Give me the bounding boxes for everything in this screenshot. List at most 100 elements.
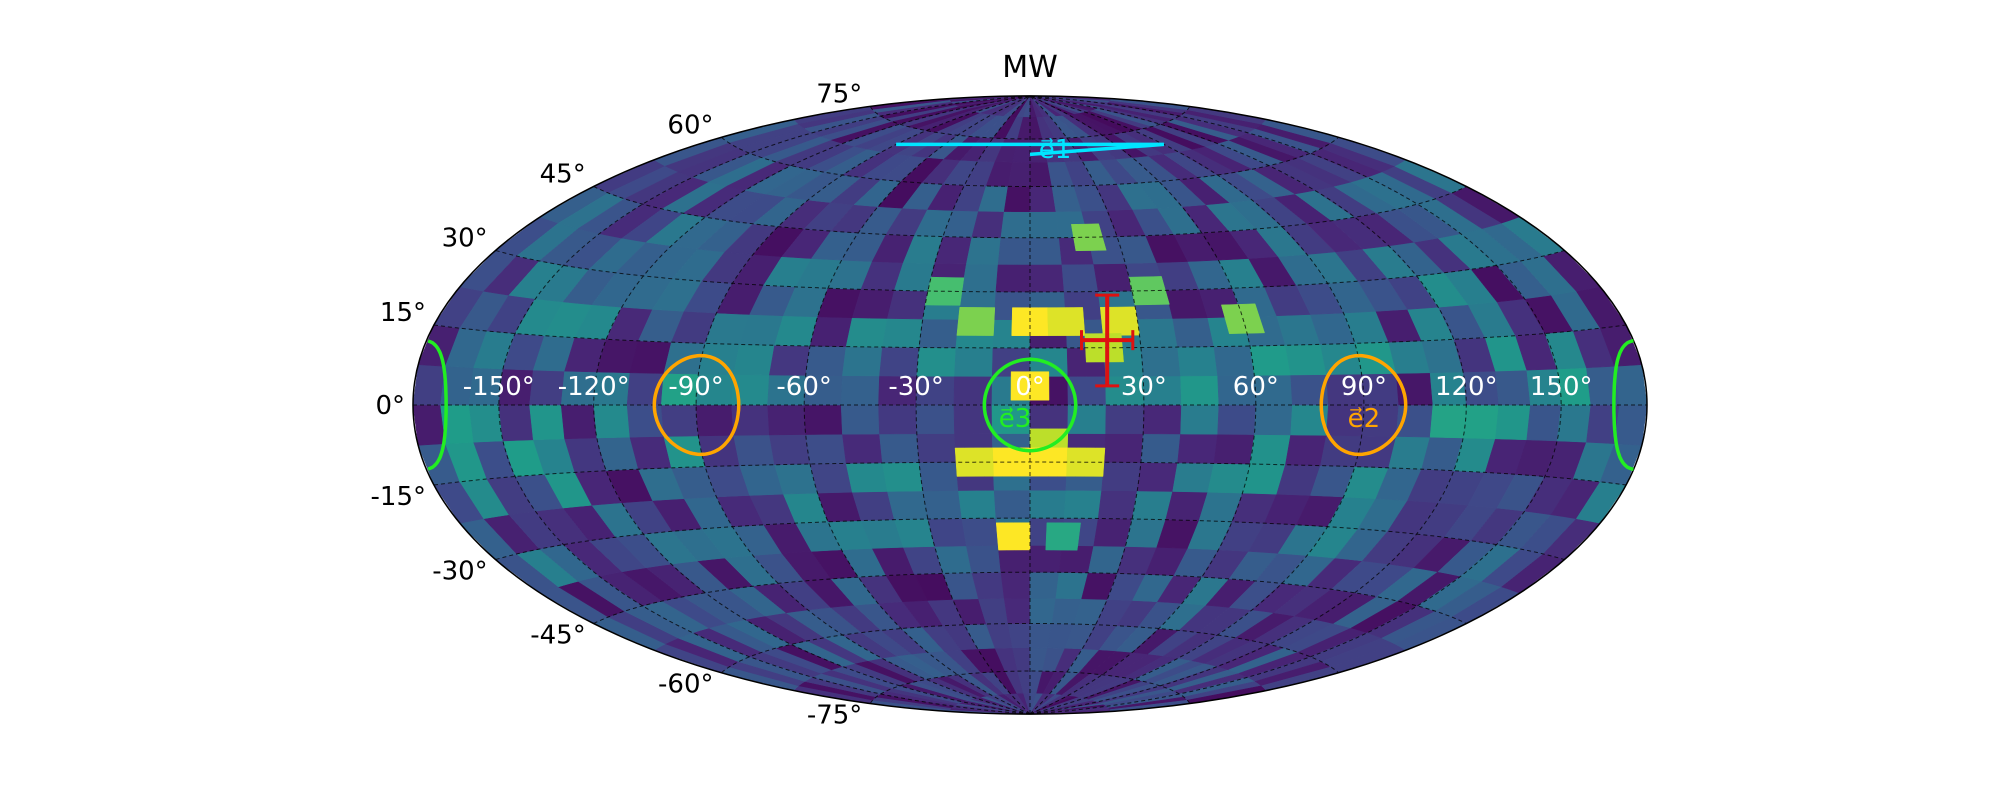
direction-circle	[427, 339, 1634, 471]
meridian-line	[915, 95, 1031, 715]
heatmap-cell	[1140, 433, 1181, 464]
heatmap-cell	[954, 347, 994, 377]
graticule	[413, 95, 1647, 715]
lat-tick-label: 60°	[667, 110, 713, 140]
heatmap-cell	[918, 318, 959, 348]
lat-tick-label: 30°	[442, 224, 488, 254]
heatmap-cell	[966, 236, 1002, 265]
heatmap-cell	[845, 317, 888, 348]
parallel-line	[869, 106, 1191, 140]
parallel-line	[721, 137, 1339, 187]
heatmap-cell	[1003, 186, 1031, 212]
heatmap-cell-bright	[995, 522, 1031, 551]
heatmap-cell	[842, 433, 883, 464]
heatmap-cell	[412, 404, 446, 446]
parallel-line	[593, 571, 1467, 624]
heatmap-cell	[660, 404, 699, 437]
heatmap-cell	[1495, 369, 1531, 406]
heatmap-cell	[1029, 490, 1067, 519]
vector-label: e⃗1	[1039, 135, 1072, 165]
heatmap-cell-bright	[1047, 307, 1086, 336]
heatmap-cell	[961, 517, 999, 547]
heatmap-cell	[922, 490, 963, 520]
heatmap-cell	[997, 237, 1031, 265]
lat-tick-label: -75°	[807, 700, 862, 730]
heatmap-cell	[1429, 404, 1467, 439]
heatmap-cell	[1249, 434, 1291, 466]
parallel-line	[593, 186, 1467, 239]
heatmap-cell	[918, 462, 959, 492]
heatmap-cell	[805, 434, 847, 465]
heatmap-cell-bright	[1128, 276, 1170, 306]
heatmap-cell	[767, 404, 806, 436]
heatmap-cell	[915, 404, 955, 435]
heatmap-cell	[1172, 317, 1215, 348]
heatmap-cell	[1180, 404, 1220, 435]
heatmap-cell	[1029, 571, 1060, 599]
vector-label: e⃗2	[1348, 404, 1381, 434]
heatmap-cell	[840, 375, 880, 406]
heatmap-cell-bright	[1045, 522, 1081, 551]
heatmap-cell	[1213, 434, 1255, 465]
meridian-line	[803, 95, 1031, 715]
heatmap-cell	[961, 263, 999, 293]
heatmap-cell	[695, 404, 734, 437]
heatmap-cell	[887, 490, 929, 520]
heatmap-cell	[1614, 404, 1648, 446]
heatmap-cell	[882, 462, 924, 492]
lon-tick-label: -150°	[463, 372, 535, 402]
heatmap-cell	[1061, 263, 1099, 293]
heatmap-cell	[1103, 433, 1144, 463]
heatmap-cell-bright	[956, 307, 996, 336]
lat-tick-label: 45°	[540, 160, 586, 190]
lon-tick-label: -30°	[888, 372, 943, 402]
parallel-line	[433, 461, 1627, 486]
meridian-line	[593, 95, 1031, 715]
parallel-line	[433, 324, 1627, 349]
lat-tick-label: -30°	[432, 557, 487, 587]
heatmap-cell	[1526, 404, 1562, 442]
direction-circle	[896, 142, 1165, 157]
heatmap-cell	[1495, 404, 1531, 441]
heatmap-cell	[529, 404, 565, 441]
heatmap-cell	[1029, 598, 1057, 624]
lat-tick-label: -45°	[530, 620, 585, 650]
heatmap-cell	[1254, 404, 1293, 436]
meridian-line	[1029, 95, 1562, 715]
heatmap-cell	[916, 433, 957, 463]
heatmap-cell	[733, 344, 775, 376]
heatmap-cell	[1000, 211, 1031, 239]
heatmap-cell-bright	[1084, 333, 1124, 363]
heatmap-cell	[498, 404, 534, 442]
parallel-line	[869, 670, 1191, 704]
heatmap-cell	[1105, 404, 1145, 435]
heatmap-cell	[1029, 211, 1060, 239]
heatmap-cell	[879, 433, 920, 464]
lat-tick-label: -60°	[658, 670, 713, 700]
heatmap-cell	[1029, 237, 1063, 265]
vector-label: e⃗3	[999, 404, 1032, 434]
lon-tick-label: -60°	[776, 372, 831, 402]
tick-labels: -150° -120° -90° -60° -30° 0° 30° 60° 90° 120° 150…	[371, 80, 1593, 731]
lon-tick-label: -120°	[558, 372, 630, 402]
heatmap-cell	[845, 462, 888, 493]
heatmap-cell	[887, 290, 929, 320]
heatmap-cell	[1614, 364, 1648, 406]
heatmap-cell	[882, 318, 924, 348]
heatmap-cell	[1029, 186, 1057, 212]
heatmap-cell	[1003, 598, 1031, 624]
lon-tick-label: 60°	[1233, 372, 1279, 402]
heatmap-cell	[1000, 571, 1031, 599]
heatmap-cell	[1029, 264, 1065, 293]
heatmap-cells	[412, 95, 1648, 715]
heatmap-cell	[803, 404, 843, 435]
heatmap-cell	[769, 434, 811, 466]
heatmap-cell	[993, 490, 1031, 519]
heatmap-cell	[1177, 433, 1218, 464]
heatmap-cell-bright	[1010, 371, 1050, 401]
direction-circle	[1319, 353, 1408, 457]
heatmap-cell	[1285, 434, 1327, 466]
meridian-line	[498, 95, 1031, 715]
lon-tick-label: -90°	[668, 372, 723, 402]
